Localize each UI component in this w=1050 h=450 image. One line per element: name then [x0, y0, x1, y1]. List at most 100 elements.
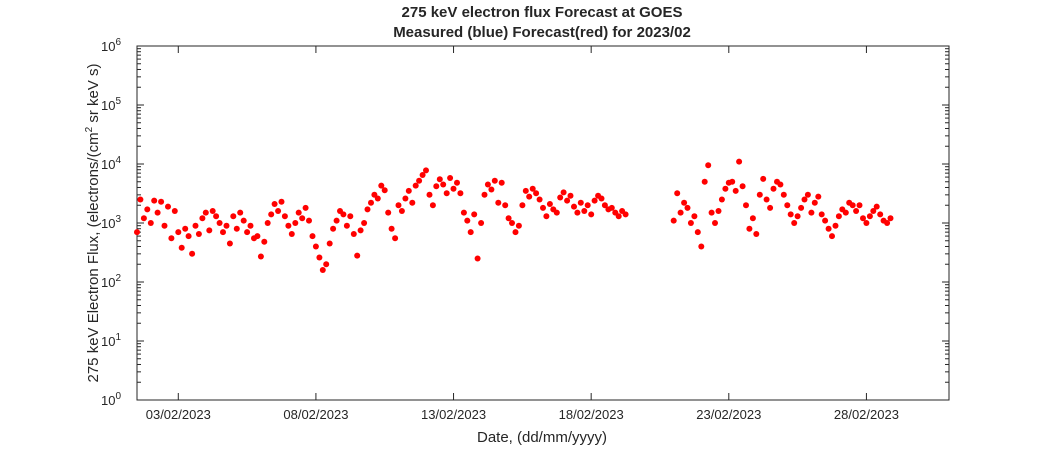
data-point — [498, 179, 505, 186]
data-point — [519, 202, 526, 209]
data-point — [295, 209, 302, 216]
data-point — [502, 202, 509, 209]
data-point — [182, 225, 189, 232]
data-point — [756, 191, 763, 198]
data-point — [381, 187, 388, 194]
data-point — [863, 220, 870, 226]
y-tick-label: 103 — [101, 214, 121, 231]
data-point — [419, 172, 426, 178]
data-points — [134, 158, 894, 273]
data-point — [460, 209, 467, 216]
data-point — [278, 198, 285, 205]
data-point — [402, 195, 409, 202]
data-point — [512, 229, 519, 236]
data-point — [316, 254, 323, 261]
data-point — [443, 190, 450, 197]
y-tick-label: 106 — [101, 37, 121, 54]
data-point — [777, 181, 784, 188]
data-point — [226, 240, 233, 247]
data-point — [302, 204, 309, 211]
data-point — [815, 193, 822, 200]
data-point — [261, 238, 268, 245]
data-point — [361, 220, 368, 226]
data-point — [392, 235, 399, 242]
data-point — [577, 199, 584, 206]
data-point — [450, 185, 457, 192]
data-point — [729, 178, 736, 185]
data-point — [237, 209, 244, 216]
data-point — [233, 225, 240, 232]
data-point — [736, 158, 743, 165]
data-point — [405, 187, 412, 194]
data-point — [801, 196, 808, 203]
data-point — [829, 233, 835, 240]
data-point — [670, 217, 677, 224]
data-point — [171, 208, 178, 214]
data-point — [440, 181, 447, 188]
data-point — [388, 225, 395, 232]
plot-area — [136, 45, 950, 401]
data-point — [385, 209, 392, 216]
data-point — [887, 215, 894, 222]
data-point — [457, 190, 464, 197]
data-point — [770, 185, 777, 192]
data-point — [543, 213, 550, 220]
data-point — [598, 195, 605, 202]
data-point — [746, 225, 753, 232]
data-point — [691, 213, 698, 220]
data-point — [866, 213, 873, 220]
data-point — [522, 187, 529, 194]
data-point — [275, 208, 282, 214]
data-point — [206, 227, 213, 234]
data-point — [312, 243, 319, 250]
data-point — [185, 233, 192, 240]
data-point — [354, 252, 361, 259]
data-point — [165, 203, 171, 210]
data-point — [674, 190, 681, 197]
data-point — [478, 220, 485, 226]
data-point — [216, 220, 223, 226]
data-point — [571, 203, 577, 210]
data-point — [567, 192, 574, 199]
data-point — [220, 229, 226, 236]
x-tick-label: 28/02/2023 — [834, 407, 899, 422]
data-point — [553, 209, 560, 216]
data-point — [137, 196, 144, 203]
data-point — [808, 209, 815, 216]
data-point — [192, 222, 199, 229]
data-point — [818, 211, 825, 218]
data-point — [288, 231, 295, 237]
data-point — [698, 243, 705, 250]
data-point — [199, 215, 206, 222]
data-point — [175, 229, 182, 236]
data-point — [326, 240, 333, 247]
data-point — [591, 197, 598, 204]
data-point — [292, 220, 299, 226]
data-point — [536, 196, 543, 203]
y-tick-label: 104 — [101, 155, 121, 172]
data-point — [330, 225, 337, 232]
data-point — [340, 211, 347, 218]
data-point — [509, 220, 515, 226]
data-point — [822, 217, 829, 224]
data-point — [481, 191, 488, 198]
data-point — [705, 162, 712, 169]
data-point — [495, 199, 502, 206]
data-point — [601, 202, 608, 209]
data-point — [343, 222, 350, 229]
y-axis-label-superscript: 2 — [84, 126, 95, 132]
y-axis-label: 275 keV Electron Flux, (electrons/(cm2 s… — [84, 63, 102, 382]
data-point — [701, 178, 708, 185]
y-axis: 100 101 102 103 104 105 106 — [101, 37, 949, 408]
x-axis: 03/02/2023 08/02/2023 13/02/2023 18/02/2023… — [146, 46, 899, 422]
data-point — [368, 199, 374, 206]
data-point — [763, 196, 770, 203]
data-point — [323, 261, 330, 268]
data-point — [264, 220, 271, 226]
data-point — [581, 208, 588, 214]
data-point — [574, 209, 581, 216]
data-point — [281, 213, 288, 220]
data-point — [835, 213, 842, 220]
data-point — [722, 185, 729, 192]
